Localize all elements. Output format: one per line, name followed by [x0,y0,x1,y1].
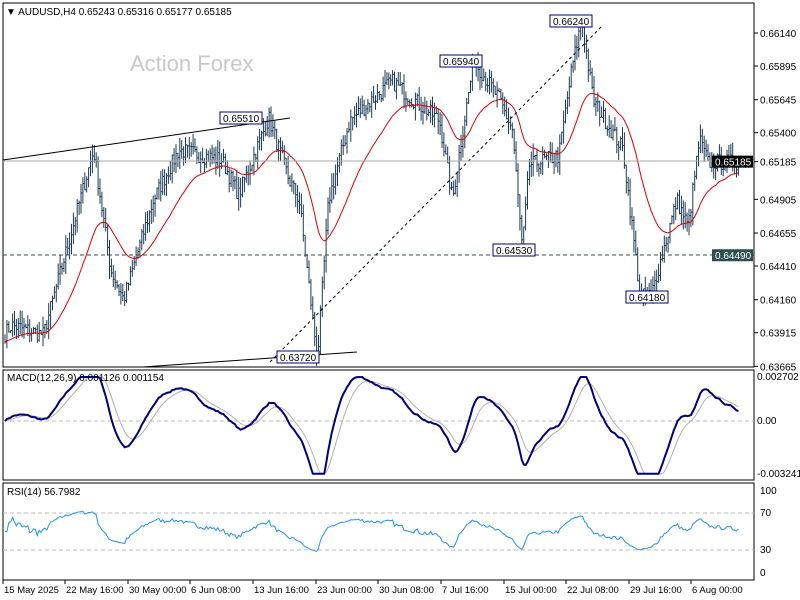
rsi-tick: 30 [760,545,772,556]
rsi-tick: 100 [760,486,777,497]
current-price-badge [712,155,753,168]
swing-price-label-box [492,243,536,257]
price-tick-label: 0.66140 [760,29,797,40]
price-tick-label: 0.65185 [760,158,797,169]
macd-tick: -0.003241 [757,469,800,480]
swing-price-label: 0.65510 [223,114,260,125]
price-tick-label: 0.64905 [760,195,797,206]
swing-price-label: 0.65940 [443,57,480,68]
macd-main-line [4,375,739,475]
watermark: Action Forex [130,51,254,76]
price-tick-label: 0.63665 [760,362,797,373]
time-axis: 15 May 2025 22 May 16:00 30 May 00:00 6 Jun… [2,580,743,596]
diagonal-trendline[interactable] [269,24,604,363]
price-tick-label: 0.63915 [760,329,797,340]
time-tick-label: 29 Jul 16:00 [630,585,682,596]
time-tick-label: 13 Jun 16:00 [254,585,309,596]
rsi-tick: 0 [760,568,766,579]
time-tick-label: 30 May 00:00 [129,585,187,596]
time-tick-label: 15 Jul 00:00 [505,585,557,596]
price-tick-label: 0.65895 [760,62,797,73]
level-label: 0.64490 [715,251,752,262]
price-tick-label: 0.64655 [760,229,797,240]
swing-price-label: 0.64180 [629,293,666,304]
rsi-line [5,510,739,552]
swing-price-label: 0.64530 [496,246,533,257]
macd-pane-frame [2,369,755,481]
price-axis: 0.66140 0.65895 0.65645 0.65400 0.65185 0.649… [712,29,797,373]
macd-tick: 0.002702 [757,372,799,383]
swing-price-label-box [625,290,669,304]
swing-price-label-box [439,54,483,68]
swing-price-label-box [549,14,593,28]
swing-price-label-box [219,111,263,125]
swing-price-label: 0.66240 [553,17,590,28]
price-tick-label: 0.65645 [760,96,797,107]
macd-tick: 0.00 [757,416,777,427]
swing-price-label: 0.63720 [280,353,317,364]
time-tick-label: 23 Jun 00:00 [317,585,372,596]
current-price-label: 0.65185 [715,158,752,169]
macd-label: MACD(12,26,9) 0.001126 0.001154 [7,373,164,384]
price-pane[interactable]: Action Forex ▼ AUDUSD,H4 0.65243 0.65316… [2,2,797,373]
rsi-label: RSI(14) 56.7982 [7,487,81,498]
price-tick-label: 0.65400 [760,129,797,140]
time-tick-label: 6 Aug 00:00 [692,585,743,596]
ohlc-bars [4,15,740,366]
lower-trendline[interactable] [142,351,358,368]
price-tick-label: 0.64410 [760,262,797,273]
time-tick-label: 6 Jun 08:00 [191,585,241,596]
time-tick-label: 22 Jul 08:00 [567,585,619,596]
price-pane-frame [2,2,755,368]
swing-price-label-box [276,350,320,364]
price-tick-label: 0.64160 [760,296,797,307]
symbol-header: ▼ AUDUSD,H4 0.65243 0.65316 0.65177 0.65… [6,7,232,18]
time-tick-label: 30 Jun 08:00 [379,585,434,596]
rsi-tick: 70 [760,508,772,519]
time-tick-label: 7 Jul 16:00 [442,585,488,596]
upper-trendline[interactable] [2,117,291,161]
rsi-pane[interactable]: RSI(14) 56.7982 100 70 30 0 [2,482,777,581]
time-tick-label: 15 May 2025 [4,585,59,596]
macd-pane[interactable]: MACD(12,26,9) 0.001126 0.001154 0.002702… [2,369,800,481]
moving-average-line [4,92,739,343]
rsi-pane-frame [2,482,755,581]
level-badge [712,249,753,262]
time-tick-label: 22 May 16:00 [66,585,124,596]
